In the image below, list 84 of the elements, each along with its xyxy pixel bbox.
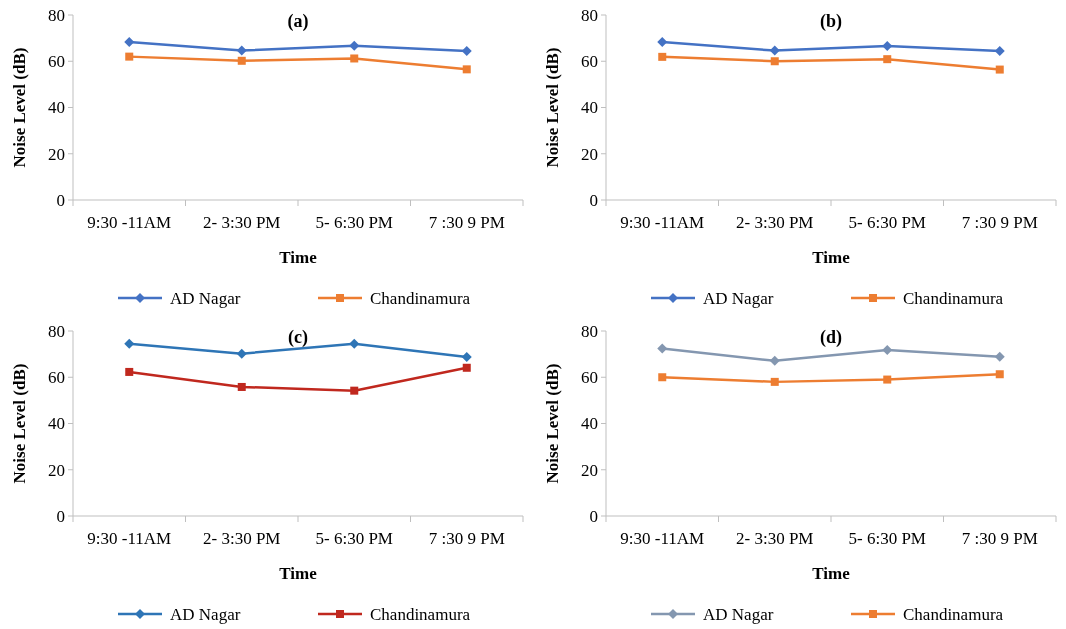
legend-label: Chandinamura	[903, 604, 1004, 624]
x-tick-label: 2- 3:30 PM	[736, 213, 814, 232]
y-tick-label: 80	[48, 321, 65, 341]
point	[658, 373, 667, 382]
point	[995, 65, 1004, 74]
point	[350, 54, 359, 63]
point	[994, 351, 1005, 362]
point	[237, 382, 246, 391]
x-tick-label: 9:30 -11AM	[620, 529, 705, 548]
point	[462, 65, 471, 74]
point	[769, 45, 780, 56]
point	[350, 386, 359, 395]
legend-label: Chandinamura	[903, 288, 1004, 308]
point	[658, 52, 667, 61]
point	[349, 338, 360, 349]
point	[770, 57, 779, 66]
point	[237, 56, 246, 65]
point	[770, 377, 779, 386]
chart-title: (a)	[287, 11, 309, 32]
y-tick-label: 80	[581, 5, 598, 25]
point	[236, 45, 247, 56]
y-tick-label: 40	[581, 414, 598, 434]
point	[461, 351, 472, 362]
chart-title: (b)	[820, 11, 842, 32]
legend-label: AD Nagar	[703, 288, 774, 308]
x-axis-title: Time	[812, 564, 851, 583]
legend-label: Chandinamura	[370, 604, 471, 624]
y-tick-label: 60	[581, 368, 598, 388]
legend-label: AD Nagar	[170, 288, 241, 308]
point	[883, 55, 892, 64]
x-tick-label: 9:30 -11AM	[87, 529, 172, 548]
x-tick-label: 2- 3:30 PM	[203, 213, 281, 232]
x-tick-label: 7 :30 9 PM	[428, 529, 505, 548]
y-axis-title: Noise Level (dB)	[543, 47, 562, 168]
point	[462, 363, 471, 372]
x-tick-label: 2- 3:30 PM	[736, 529, 814, 548]
point	[995, 370, 1004, 379]
x-tick-label: 5- 6:30 PM	[315, 529, 393, 548]
point	[657, 37, 668, 48]
y-tick-label: 0	[589, 190, 598, 210]
y-tick-label: 40	[581, 98, 598, 118]
x-tick-label: 5- 6:30 PM	[315, 213, 393, 232]
legend-label: Chandinamura	[370, 288, 471, 308]
x-tick-label: 7 :30 9 PM	[961, 529, 1038, 548]
y-tick-label: 0	[56, 190, 65, 210]
chart-title: (d)	[820, 327, 842, 348]
x-axis-title: Time	[812, 248, 851, 267]
x-tick-label: 7 :30 9 PM	[428, 213, 505, 232]
point	[236, 348, 247, 359]
point	[349, 40, 360, 51]
y-tick-label: 20	[48, 460, 65, 480]
y-tick-label: 0	[589, 506, 598, 526]
y-axis-title: Noise Level (dB)	[10, 47, 29, 168]
point	[124, 338, 135, 349]
y-tick-label: 20	[581, 144, 598, 164]
x-tick-label: 9:30 -11AM	[620, 213, 705, 232]
y-tick-label: 80	[48, 5, 65, 25]
point	[125, 367, 134, 376]
x-tick-label: 5- 6:30 PM	[848, 529, 926, 548]
y-tick-label: 60	[581, 52, 598, 72]
x-tick-label: 9:30 -11AM	[87, 213, 172, 232]
y-tick-label: 60	[48, 52, 65, 72]
x-axis-title: Time	[279, 248, 318, 267]
x-axis-title: Time	[279, 564, 318, 583]
y-axis-title: Noise Level (dB)	[543, 363, 562, 484]
point	[883, 375, 892, 384]
chart-title: (c)	[288, 327, 308, 348]
legend-label: AD Nagar	[170, 604, 241, 624]
y-tick-label: 20	[581, 460, 598, 480]
legend-label: AD Nagar	[703, 604, 774, 624]
point	[769, 355, 780, 366]
y-tick-label: 40	[48, 98, 65, 118]
x-tick-label: 2- 3:30 PM	[203, 529, 281, 548]
point	[124, 37, 135, 48]
y-axis-title: Noise Level (dB)	[10, 363, 29, 484]
y-tick-label: 80	[581, 321, 598, 341]
point	[657, 343, 668, 354]
point	[125, 52, 134, 61]
y-tick-label: 20	[48, 144, 65, 164]
y-tick-label: 0	[56, 506, 65, 526]
y-tick-label: 60	[48, 368, 65, 388]
x-tick-label: 7 :30 9 PM	[961, 213, 1038, 232]
x-tick-label: 5- 6:30 PM	[848, 213, 926, 232]
y-tick-label: 40	[48, 414, 65, 434]
